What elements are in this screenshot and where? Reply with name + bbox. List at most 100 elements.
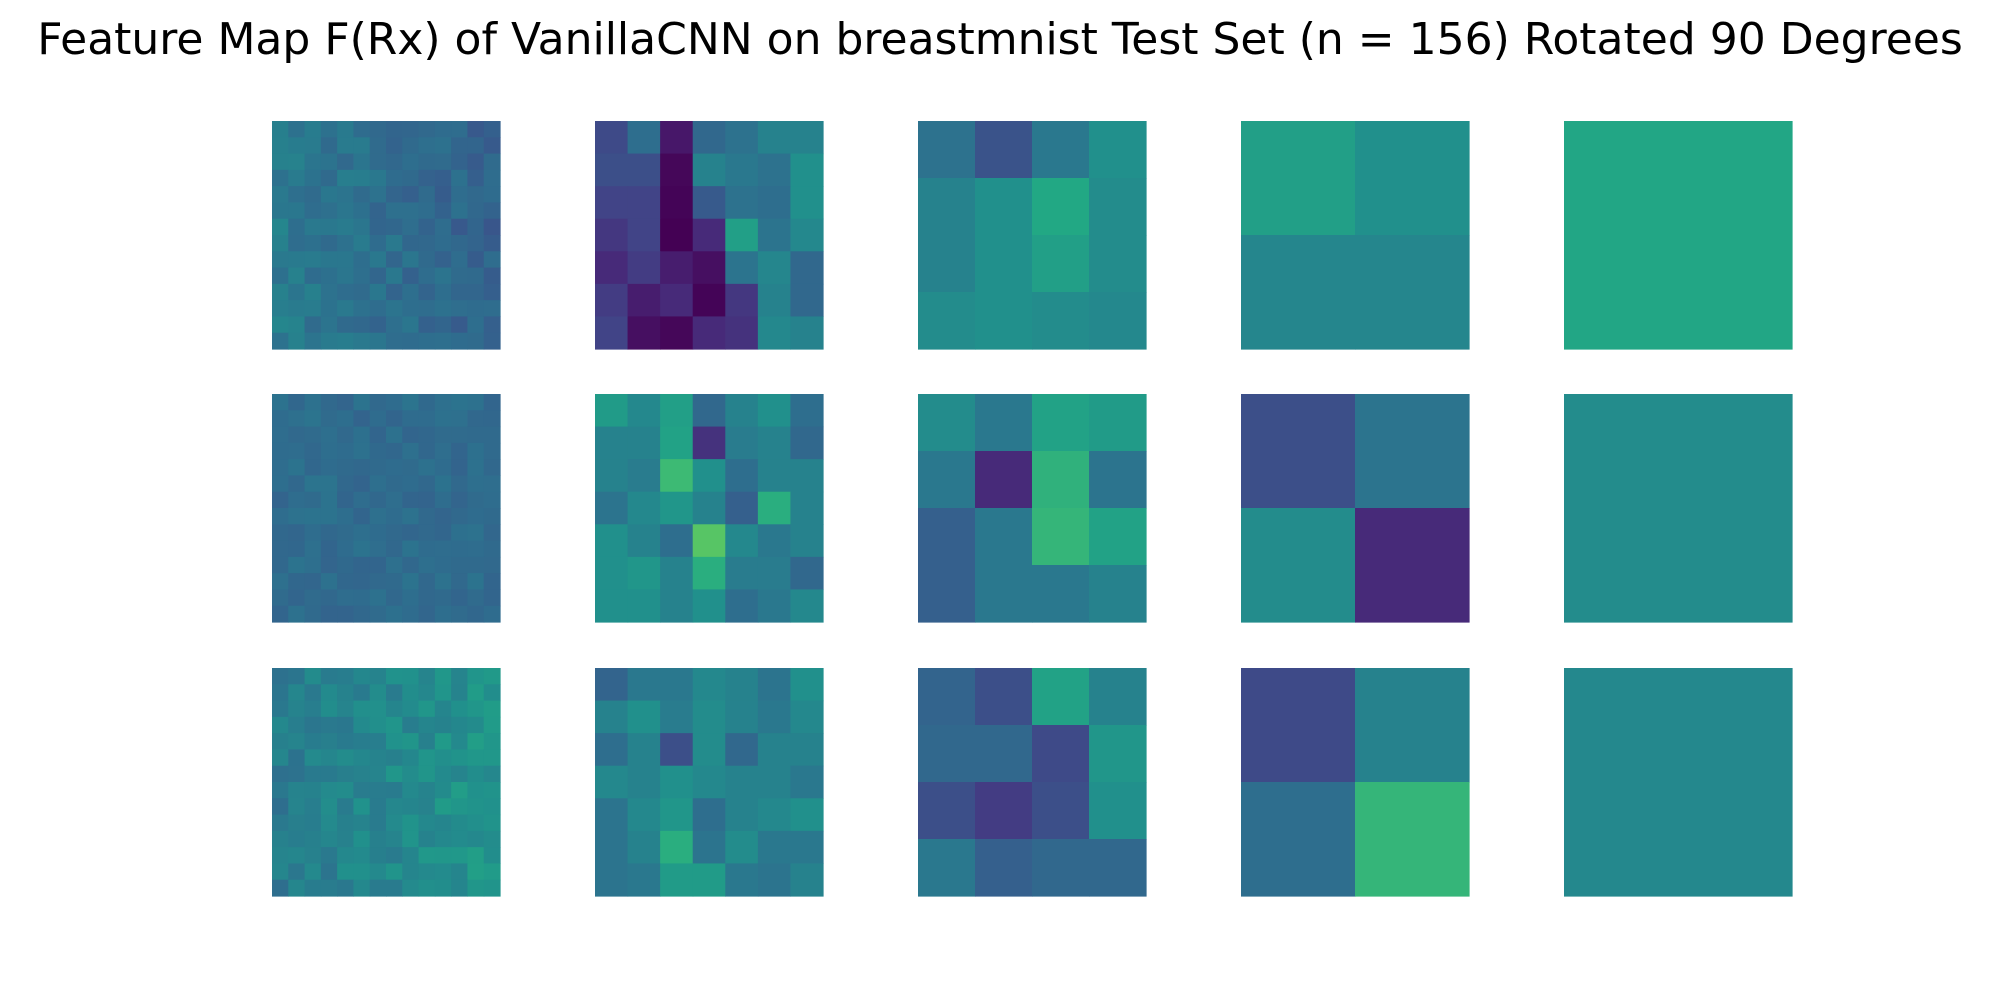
heatmap-cell xyxy=(918,121,976,179)
heatmap-cell xyxy=(1089,508,1147,566)
heatmap-cell xyxy=(595,589,629,623)
heatmap-cell xyxy=(790,765,824,799)
heatmap-cell xyxy=(483,218,501,236)
heatmap-cell xyxy=(369,137,387,155)
heatmap-cell xyxy=(467,605,485,623)
heatmap-cell xyxy=(402,218,420,236)
heatmap-cell xyxy=(369,540,387,558)
heatmap-cell xyxy=(369,605,387,623)
heatmap-cell xyxy=(386,573,403,591)
heatmap-cell xyxy=(353,716,371,734)
heatmap-cell xyxy=(288,332,306,350)
heatmap-cell xyxy=(337,300,355,318)
heatmap-cell xyxy=(692,316,726,350)
heatmap-cell xyxy=(272,733,289,751)
feature-map-panel-r1-c4 xyxy=(1241,121,1470,350)
heatmap-cell xyxy=(434,782,452,799)
heatmap-cell xyxy=(595,394,629,428)
heatmap-cell xyxy=(304,716,322,734)
heatmap-cell xyxy=(483,684,501,702)
heatmap-cell xyxy=(272,589,289,607)
heatmap-cell xyxy=(353,540,371,558)
heatmap-cell xyxy=(369,668,387,685)
heatmap-cell xyxy=(353,475,371,493)
heatmap-cell xyxy=(337,589,355,607)
heatmap-cell xyxy=(337,733,355,751)
heatmap-cell xyxy=(353,283,371,301)
heatmap-cell xyxy=(451,524,469,542)
heatmap-cell xyxy=(418,540,436,558)
heatmap-cell xyxy=(386,475,403,493)
heatmap-cell xyxy=(434,491,452,509)
heatmap-cell xyxy=(451,202,469,220)
heatmap-cell xyxy=(451,814,469,832)
heatmap-cell xyxy=(434,749,452,767)
heatmap-cell xyxy=(272,410,289,428)
heatmap-cell xyxy=(353,121,371,138)
heatmap-cell xyxy=(434,765,452,783)
heatmap-cell xyxy=(660,186,694,220)
heatmap-cell xyxy=(337,186,355,204)
heatmap-cell xyxy=(386,267,403,285)
heatmap-cell xyxy=(272,684,289,702)
heatmap-cell xyxy=(288,218,306,236)
heatmap-cell xyxy=(402,426,420,444)
heatmap-cell xyxy=(692,556,726,591)
heatmap-cell xyxy=(304,426,322,444)
heatmap-cell xyxy=(353,863,371,881)
heatmap-cell xyxy=(288,153,306,171)
heatmap-cell xyxy=(288,316,306,334)
heatmap-cell xyxy=(451,508,469,525)
heatmap-cell xyxy=(660,426,694,460)
heatmap-cell xyxy=(304,605,322,623)
heatmap-cell xyxy=(272,316,289,334)
heatmap-cell xyxy=(288,830,306,848)
heatmap-cell xyxy=(660,491,694,525)
heatmap-cell xyxy=(451,316,469,334)
heatmap-cell xyxy=(386,782,403,799)
heatmap-cell xyxy=(272,186,289,204)
heatmap-cell xyxy=(272,169,289,187)
heatmap-cell xyxy=(320,749,338,767)
heatmap-cell xyxy=(418,605,436,623)
heatmap-cell xyxy=(692,218,726,252)
heatmap-cell xyxy=(757,186,792,220)
heatmap-cell xyxy=(320,573,338,591)
heatmap-cell xyxy=(353,300,371,318)
heatmap-cell xyxy=(272,798,289,816)
heatmap-cell xyxy=(483,251,501,269)
heatmap-cell xyxy=(337,863,355,881)
heatmap-cell xyxy=(386,394,403,411)
heatmap-cell xyxy=(451,540,469,558)
heatmap-cell xyxy=(790,121,824,155)
feature-map-panel-r2-c4 xyxy=(1241,394,1470,623)
heatmap-cell xyxy=(304,300,322,318)
heatmap-cell xyxy=(918,235,976,293)
heatmap-cell xyxy=(418,782,436,799)
heatmap-cell xyxy=(320,814,338,832)
heatmap-cell xyxy=(692,863,726,897)
heatmap-cell xyxy=(369,782,387,799)
heatmap-cell xyxy=(337,394,355,411)
heatmap-cell xyxy=(692,524,726,558)
heatmap-cell xyxy=(353,410,371,428)
heatmap-cell xyxy=(386,283,403,301)
heatmap-cell xyxy=(660,863,694,897)
heatmap-cell xyxy=(402,668,420,685)
heatmap-cell xyxy=(353,847,371,865)
heatmap-cell xyxy=(353,733,371,751)
heatmap-cell xyxy=(918,451,976,509)
heatmap-cell xyxy=(918,394,976,452)
heatmap-cell xyxy=(692,589,726,623)
heatmap-cell xyxy=(304,814,322,832)
heatmap-cell xyxy=(386,508,403,525)
heatmap-cell xyxy=(288,169,306,187)
heatmap-cell xyxy=(304,475,322,493)
heatmap-cell xyxy=(320,218,338,236)
heatmap-cell xyxy=(337,765,355,783)
heatmap-cell xyxy=(790,589,824,623)
heatmap-cell xyxy=(369,765,387,783)
heatmap-cell xyxy=(418,573,436,591)
heatmap-cell xyxy=(386,251,403,269)
heatmap-cell xyxy=(692,186,726,220)
